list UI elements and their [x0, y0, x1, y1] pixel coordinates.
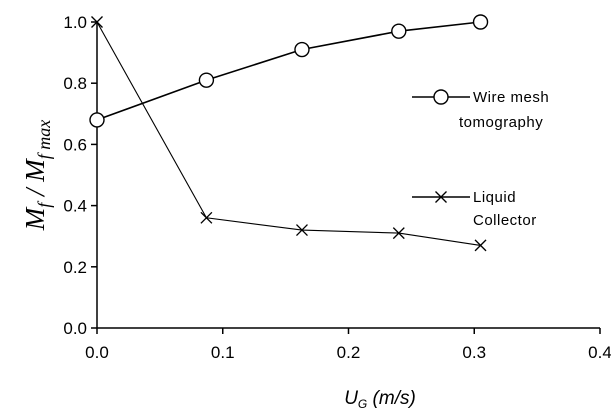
y-tick-label: 0.4 [63, 197, 87, 216]
legend-marker-wire-mesh [433, 89, 449, 105]
y-tick-label: 0.8 [63, 74, 87, 93]
data-point-liquid-collector [392, 227, 405, 240]
y-axis-title: Mf / Mf max [20, 120, 54, 232]
legend-marker-liquid-collector [435, 191, 447, 203]
x-tick-label: 0.0 [85, 343, 109, 362]
x-axis-title: UG (m/s) [344, 388, 416, 411]
data-point-liquid-collector [474, 239, 487, 252]
data-point-liquid-collector [296, 224, 308, 237]
x-tick-label: 0.4 [588, 343, 611, 362]
legend-item-wire-mesh: Wire mesh tomography [412, 89, 549, 131]
series-liquid-collector [91, 16, 487, 252]
legend-label-line2: Collector [473, 212, 537, 229]
series-wire-mesh [89, 14, 489, 128]
legend-label-line2: tomography [459, 114, 543, 131]
series-line-wire-mesh [96, 21, 481, 121]
y-tick-label: 0.6 [63, 135, 87, 154]
data-point-wire-mesh [89, 112, 105, 128]
data-point-wire-mesh [391, 23, 407, 39]
data-point-liquid-collector [200, 211, 213, 224]
series-layer [89, 14, 489, 252]
legend: Wire mesh tomography Liquid Collector [412, 89, 549, 229]
legend-item-liquid-collector: Liquid Collector [412, 189, 537, 229]
y-tick-label: 0.2 [63, 258, 87, 277]
x-tick-label: 0.1 [211, 343, 235, 362]
data-point-liquid-collector [91, 16, 103, 28]
x-axis-ticks: 0.0 0.1 0.2 0.3 0.4 [85, 328, 611, 362]
y-tick-label: 1.0 [63, 13, 87, 32]
data-point-wire-mesh [294, 41, 310, 58]
data-point-wire-mesh [198, 72, 215, 88]
y-axis-ticks: 0.0 0.2 0.4 0.6 0.8 1.0 [63, 13, 97, 338]
x-tick-label: 0.3 [462, 343, 486, 362]
series-line-liquid-collector [96, 21, 481, 246]
x-tick-label: 0.2 [337, 343, 361, 362]
legend-label-line1: Wire mesh [473, 89, 549, 106]
legend-label-line1: Liquid [473, 189, 516, 206]
y-tick-label: 0.0 [63, 319, 87, 338]
data-point-wire-mesh [472, 14, 489, 30]
